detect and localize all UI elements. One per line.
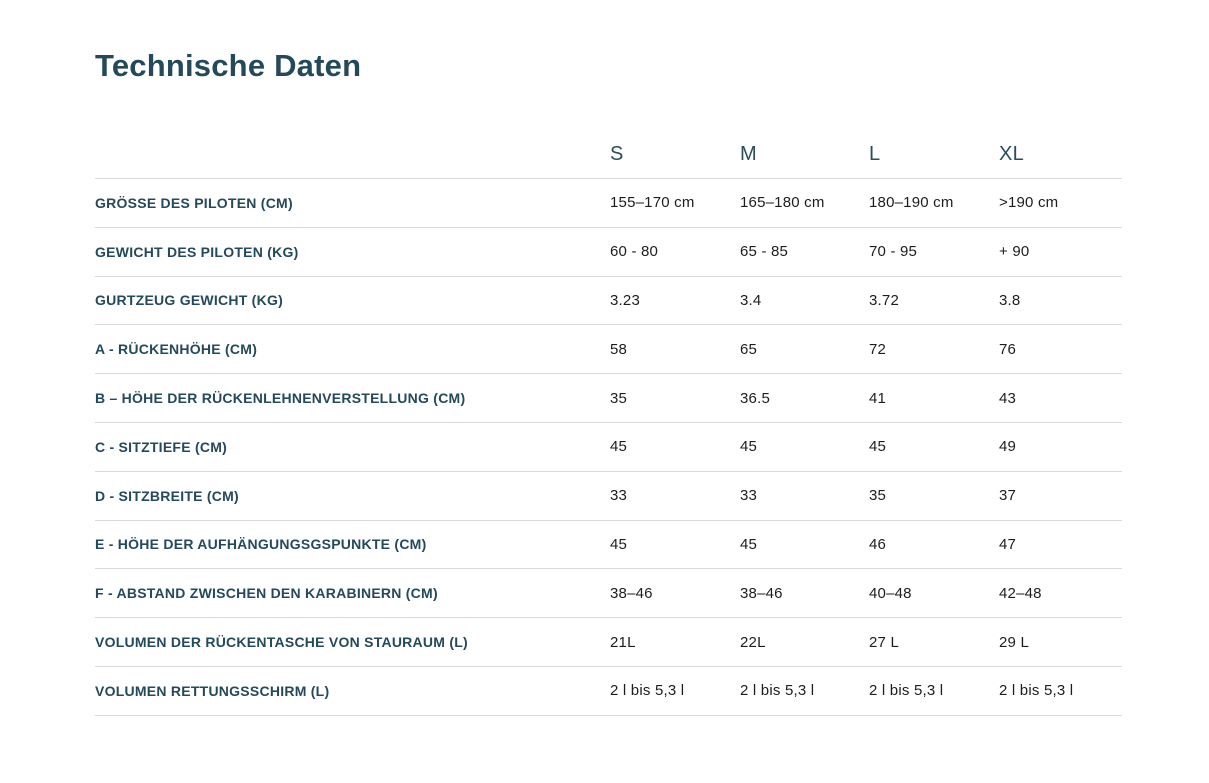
size-header-s: S (610, 143, 624, 165)
table-row: GURTZEUG GEWICHT (KG) 3.23 3.4 3.72 3.8 (95, 277, 1122, 326)
cell-value-m: 165–180 cm (740, 194, 825, 212)
cell-value-xl: 47 (999, 535, 1017, 553)
cell-value-m: 45 (740, 438, 758, 456)
spec-table: S M L XL GRÖSSE DES PILOTEN (CM) 155–170… (95, 131, 1122, 716)
cell-value-s: 155–170 cm (610, 194, 695, 212)
table-row: VOLUMEN RETTUNGSSCHIRM (L) 2 l bis 5,3 l… (95, 667, 1122, 716)
cell-value-l: 46 (869, 535, 887, 553)
cell-value-s: 3.23 (610, 291, 640, 309)
cell-value-xl: 2 l bis 5,3 l (999, 682, 1074, 700)
table-row: A - RÜCKENHÖHE (CM) 58 65 72 76 (95, 325, 1122, 375)
cell-value-s: 38–46 (610, 584, 653, 602)
cell-value-l: 45 (869, 438, 887, 456)
cell-value-xl: 37 (999, 487, 1017, 505)
cell-value-s: 35 (610, 389, 628, 407)
table-row: D - SITZBREITE (CM) 33 33 35 37 (95, 472, 1122, 521)
row-label: F - ABSTAND ZWISCHEN DEN KARABINERN (CM) (95, 585, 438, 602)
row-label: GRÖSSE DES PILOTEN (CM) (95, 194, 293, 211)
cell-value-xl: 29 L (999, 633, 1029, 651)
cell-value-l: 2 l bis 5,3 l (869, 682, 944, 700)
cell-value-xl: 42–48 (999, 584, 1042, 602)
row-label: GEWICHT DES PILOTEN (KG) (95, 243, 299, 260)
cell-value-s: 58 (610, 340, 628, 358)
cell-value-l: 27 L (869, 633, 899, 651)
row-label: D - SITZBREITE (CM) (95, 487, 239, 504)
cell-value-s: 60 - 80 (610, 243, 659, 261)
table-row: C - SITZTIEFE (CM) 45 45 45 49 (95, 423, 1122, 472)
table-body: GRÖSSE DES PILOTEN (CM) 155–170 cm 165–1… (95, 179, 1122, 716)
cell-value-l: 40–48 (869, 584, 912, 602)
cell-value-m: 2 l bis 5,3 l (740, 682, 815, 700)
cell-value-xl: 49 (999, 438, 1017, 456)
technical-data-page: Technische Daten S M L XL GRÖSSE DES PIL… (0, 47, 1209, 716)
row-label: VOLUMEN DER RÜCKENTASCHE VON STAURAUM (L… (95, 634, 468, 651)
cell-value-l: 70 - 95 (869, 243, 918, 261)
size-header-xl: XL (999, 143, 1025, 165)
table-row: F - ABSTAND ZWISCHEN DEN KARABINERN (CM)… (95, 569, 1122, 619)
cell-value-xl: + 90 (999, 243, 1030, 261)
cell-value-l: 3.72 (869, 291, 899, 309)
row-label: E - HÖHE DER AUFHÄNGUNGSGSPUNKTE (CM) (95, 536, 427, 553)
cell-value-m: 33 (740, 487, 758, 505)
page-title: Technische Daten (95, 48, 362, 83)
size-header-row: S M L XL (95, 131, 1122, 179)
cell-value-xl: 76 (999, 340, 1017, 358)
table-row: VOLUMEN DER RÜCKENTASCHE VON STAURAUM (L… (95, 618, 1122, 667)
table-row: GRÖSSE DES PILOTEN (CM) 155–170 cm 165–1… (95, 179, 1122, 228)
row-label: VOLUMEN RETTUNGSSCHIRM (L) (95, 682, 330, 699)
row-label: A - RÜCKENHÖHE (CM) (95, 341, 258, 358)
cell-value-s: 21L (610, 633, 636, 651)
cell-value-xl: >190 cm (999, 194, 1059, 212)
table-row: GEWICHT DES PILOTEN (KG) 60 - 80 65 - 85… (95, 228, 1122, 277)
cell-value-s: 33 (610, 487, 628, 505)
row-label: C - SITZTIEFE (CM) (95, 438, 228, 455)
table-row: B – HÖHE DER RÜCKENLEHNENVERSTELLUNG (CM… (95, 374, 1122, 423)
cell-value-s: 2 l bis 5,3 l (610, 682, 685, 700)
cell-value-m: 65 - 85 (740, 243, 789, 261)
cell-value-m: 22L (740, 633, 766, 651)
row-label: B – HÖHE DER RÜCKENLEHNENVERSTELLUNG (CM… (95, 390, 466, 407)
cell-value-xl: 43 (999, 389, 1017, 407)
cell-value-m: 3.4 (740, 291, 762, 309)
table-row: E - HÖHE DER AUFHÄNGUNGSGSPUNKTE (CM) 45… (95, 521, 1122, 570)
cell-value-l: 180–190 cm (869, 194, 954, 212)
cell-value-m: 36.5 (740, 389, 770, 407)
cell-value-m: 45 (740, 535, 758, 553)
cell-value-l: 41 (869, 389, 887, 407)
cell-value-s: 45 (610, 535, 628, 553)
size-header-m: M (740, 143, 757, 165)
size-header-l: L (869, 143, 881, 165)
row-label: GURTZEUG GEWICHT (KG) (95, 292, 284, 309)
cell-value-m: 65 (740, 340, 758, 358)
cell-value-l: 72 (869, 340, 887, 358)
cell-value-l: 35 (869, 487, 887, 505)
cell-value-m: 38–46 (740, 584, 783, 602)
cell-value-xl: 3.8 (999, 291, 1021, 309)
cell-value-s: 45 (610, 438, 628, 456)
